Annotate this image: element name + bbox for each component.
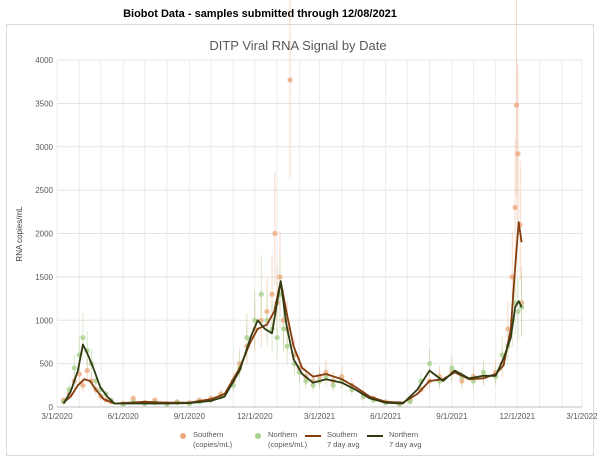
chart-title: DITP Viral RNA Signal by Date bbox=[209, 38, 386, 53]
legend-label: Northern bbox=[268, 430, 297, 439]
legend-marker bbox=[255, 433, 261, 439]
page-header: Biobot Data - samples submitted through … bbox=[123, 8, 397, 20]
y-tick-label: 4000 bbox=[35, 56, 53, 65]
data-point bbox=[84, 367, 90, 374]
y-tick-label: 1500 bbox=[35, 273, 53, 282]
y-tick-label: 1000 bbox=[35, 316, 53, 325]
grid bbox=[56, 59, 583, 408]
y-tick-label: 3000 bbox=[35, 143, 53, 152]
y-tick-label: 0 bbox=[49, 403, 54, 412]
x-tick-label: 3/1/2022 bbox=[566, 412, 598, 421]
data-point bbox=[303, 378, 309, 384]
x-tick-label: 9/1/2020 bbox=[174, 412, 206, 421]
data-point bbox=[480, 369, 487, 375]
x-tick-label: 9/1/2021 bbox=[436, 412, 468, 421]
axes: 0 500 1000 1500 2000 2500 3000 3500 4000 3/1/2020… bbox=[35, 56, 598, 421]
legend-label: Northern bbox=[389, 430, 418, 439]
data-point bbox=[449, 365, 455, 371]
x-tick-label: 6/1/2020 bbox=[108, 412, 140, 421]
plot-area bbox=[60, 0, 525, 407]
legend-label: (copies/mL) bbox=[268, 440, 308, 449]
legend-marker bbox=[180, 433, 186, 439]
x-tick-label: 6/1/2021 bbox=[370, 412, 402, 421]
data-point bbox=[512, 204, 518, 211]
data-point bbox=[407, 399, 413, 405]
data-point bbox=[71, 365, 77, 371]
data-point bbox=[80, 335, 86, 341]
legend-label: 7 day avg bbox=[327, 440, 360, 449]
data-point bbox=[80, 382, 86, 388]
data-point bbox=[258, 291, 264, 297]
x-tick-label: 12/1/2021 bbox=[499, 412, 535, 421]
data-point bbox=[310, 382, 316, 388]
series-line bbox=[62, 221, 523, 405]
data-point bbox=[280, 326, 287, 332]
y-tick-label: 500 bbox=[40, 360, 54, 369]
x-tick-label: 3/1/2021 bbox=[304, 412, 336, 421]
data-point bbox=[274, 335, 280, 341]
legend-label: Southern bbox=[193, 430, 223, 439]
data-point bbox=[252, 317, 258, 323]
data-point bbox=[269, 291, 275, 297]
data-point bbox=[330, 382, 336, 388]
data-point bbox=[272, 230, 278, 237]
data-point bbox=[426, 361, 433, 367]
legend-label: (copies/mL) bbox=[193, 440, 233, 449]
data-point bbox=[284, 343, 290, 349]
y-axis-label: RNA copies/mL bbox=[15, 206, 24, 262]
data-point bbox=[515, 308, 521, 315]
data-point bbox=[287, 77, 293, 83]
data-point bbox=[515, 151, 521, 157]
legend-label: Southern bbox=[327, 430, 357, 439]
data-point bbox=[244, 335, 250, 341]
legend-label: 7 day avg bbox=[389, 440, 422, 449]
legend: Southern(copies/mL)Northern(copies/mL)So… bbox=[180, 430, 422, 449]
x-tick-label: 12/1/2020 bbox=[237, 412, 273, 421]
y-tick-label: 3500 bbox=[35, 99, 53, 108]
series-line bbox=[62, 280, 523, 405]
y-tick-label: 2500 bbox=[35, 186, 53, 195]
x-tick-label: 3/1/2020 bbox=[41, 412, 73, 421]
y-tick-label: 2000 bbox=[35, 230, 53, 239]
